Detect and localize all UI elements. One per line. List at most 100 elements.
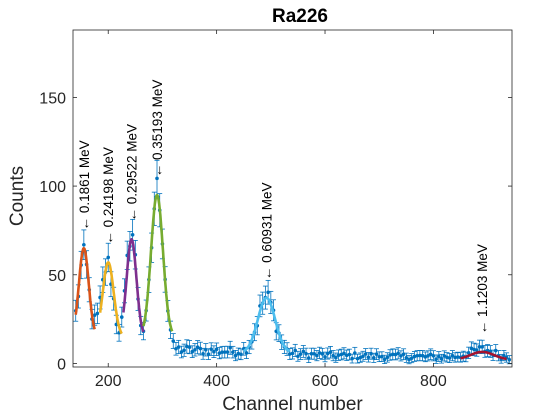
data-point: [344, 353, 349, 358]
data-point: [328, 350, 333, 355]
data-point: [298, 352, 303, 356]
data-point: [374, 352, 379, 356]
chart-title: Ra226: [272, 6, 328, 27]
data-point: [222, 350, 227, 354]
data-point: [233, 353, 238, 358]
data-point: [323, 355, 327, 359]
data-point: [82, 242, 86, 247]
data-point: [502, 353, 506, 358]
data-point: [426, 354, 430, 358]
data-point: [369, 351, 373, 356]
fit-curve: [242, 296, 291, 353]
data-point: [130, 232, 135, 237]
data-point: [339, 352, 344, 357]
x-tick-label: 600: [312, 373, 339, 390]
data-point: [266, 290, 270, 295]
data-point: [309, 351, 314, 356]
data-point: [493, 348, 498, 353]
fit-curve: [122, 238, 145, 333]
y-tick-label: 100: [39, 179, 66, 196]
data-point: [187, 345, 192, 349]
data-point: [179, 350, 184, 354]
data-point: [106, 255, 111, 260]
data-point: [390, 352, 395, 357]
data-point: [190, 349, 195, 354]
data-point: [201, 351, 205, 356]
fit-curve: [98, 261, 123, 335]
x-tick-label: 400: [203, 373, 230, 390]
x-tick-label: 800: [420, 373, 447, 390]
data-point: [217, 351, 222, 355]
data-point: [95, 311, 100, 316]
data-point: [358, 355, 363, 360]
data-point: [423, 355, 428, 359]
data-point: [401, 352, 406, 357]
x-tick-label: 200: [95, 373, 122, 390]
y-tick-label: 0: [57, 356, 66, 373]
data-point: [472, 347, 476, 352]
data-point: [317, 351, 322, 355]
fit-curve: [142, 193, 174, 332]
peak-annotations: ← 0.1861 MeV ← 0.24198 MeV ← 0.29522 MeV ← …: [77, 80, 490, 335]
data-point: [182, 348, 186, 353]
x-axis-ticks: 200 400 600 800: [95, 30, 447, 390]
data-point: [431, 353, 436, 358]
y-tick-label: 50: [48, 268, 66, 285]
data-point: [225, 350, 230, 354]
data-point: [174, 346, 178, 351]
data-point: [466, 351, 471, 355]
peak-label: ← 0.1861 MeV: [77, 140, 92, 230]
data-point: [382, 357, 387, 362]
data-point: [290, 351, 295, 356]
data-point: [442, 354, 447, 358]
data-point: [312, 351, 316, 356]
data-point: [336, 353, 341, 357]
x-axis-label: Channel number: [222, 394, 363, 415]
data-point: [203, 347, 208, 352]
data-point: [385, 355, 390, 360]
data-point: [355, 356, 360, 361]
data-point: [231, 350, 235, 354]
data-point: [325, 351, 330, 356]
data-point: [507, 357, 512, 362]
peak-label: ← 0.60931 MeV: [259, 183, 274, 281]
data-point: [315, 353, 319, 358]
data-point: [304, 351, 308, 356]
data-point: [456, 355, 460, 359]
data-point: [176, 345, 181, 349]
data-point: [342, 351, 346, 356]
data-point: [214, 347, 219, 352]
peak-label: ← 0.24198 MeV: [101, 147, 116, 245]
data-point: [388, 353, 392, 357]
data-point: [366, 355, 371, 360]
data-point: [293, 348, 298, 353]
data-point: [212, 349, 216, 354]
data-point: [198, 346, 203, 351]
y-axis-label: Counts: [7, 165, 28, 227]
data-point: [347, 352, 352, 357]
data-point: [474, 348, 479, 352]
data-point: [331, 353, 335, 358]
data-point: [396, 351, 400, 356]
data-point: [296, 354, 300, 359]
data-point: [119, 315, 124, 319]
data-point: [220, 350, 224, 354]
y-axis-ticks: 0 50 100 150: [39, 90, 512, 373]
data-point: [361, 354, 365, 359]
data-point: [155, 176, 159, 181]
data-point: [450, 353, 455, 358]
fit-curve: [74, 246, 96, 330]
axes-box: [72, 29, 513, 368]
y-tick-label: 150: [39, 90, 66, 107]
data-point: [195, 345, 200, 349]
data-point: [92, 313, 97, 317]
peak-label: ← 1.1203 MeV: [475, 244, 490, 334]
data-point: [420, 353, 425, 358]
data-point: [380, 354, 384, 359]
data-point: [171, 339, 176, 343]
data-point: [480, 345, 484, 349]
data-point: [206, 352, 211, 356]
data-point: [350, 356, 354, 361]
data-point: [399, 354, 403, 358]
data-point: [439, 356, 444, 361]
